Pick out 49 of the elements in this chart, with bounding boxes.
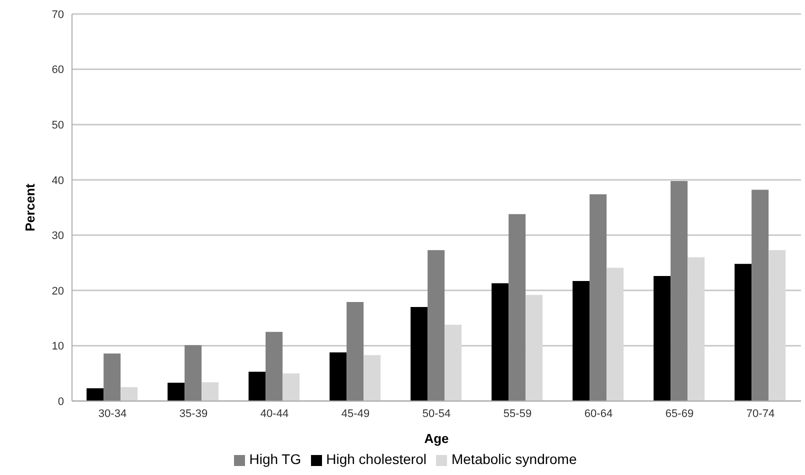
bar bbox=[202, 382, 219, 401]
bar bbox=[168, 382, 185, 401]
x-tick-label: 55-59 bbox=[503, 408, 532, 420]
y-tick-label: 10 bbox=[52, 340, 64, 353]
bar bbox=[120, 387, 138, 401]
bar bbox=[688, 257, 705, 401]
bar bbox=[654, 276, 671, 401]
x-tick-label: 60-64 bbox=[584, 408, 613, 420]
bar bbox=[428, 250, 445, 401]
bar bbox=[768, 250, 786, 401]
y-tick-label: 20 bbox=[52, 285, 64, 298]
bar bbox=[248, 372, 266, 401]
bar bbox=[282, 373, 300, 401]
bar bbox=[572, 281, 590, 401]
x-tick-label: 45-49 bbox=[341, 408, 370, 420]
y-tick-label: 30 bbox=[52, 230, 64, 242]
x-tick-label: 65-69 bbox=[665, 408, 694, 420]
bar bbox=[590, 194, 607, 401]
y-tick-label: 0 bbox=[58, 396, 64, 408]
x-axis-title: Age bbox=[424, 431, 449, 446]
bar bbox=[410, 307, 428, 401]
bar bbox=[752, 190, 769, 401]
bar bbox=[266, 332, 283, 401]
y-tick-label: 40 bbox=[52, 174, 64, 187]
bar bbox=[346, 302, 364, 401]
x-tick-label: 35-39 bbox=[179, 408, 208, 420]
x-tick-label: 70-74 bbox=[746, 408, 775, 420]
bar bbox=[606, 268, 624, 401]
bar bbox=[364, 355, 381, 401]
x-tick-label: 40-44 bbox=[260, 408, 289, 420]
y-axis-title: Percent bbox=[22, 182, 38, 232]
bar bbox=[492, 283, 509, 401]
bar bbox=[444, 324, 462, 401]
bar bbox=[86, 388, 104, 401]
legend-label: Metabolic syndrome bbox=[451, 451, 577, 467]
bar bbox=[104, 353, 121, 401]
legend-label: High cholesterol bbox=[326, 451, 426, 467]
legend-label: High TG bbox=[249, 451, 302, 467]
bar bbox=[184, 345, 202, 401]
bar bbox=[330, 352, 347, 401]
bar bbox=[526, 294, 543, 401]
y-tick-label: 70 bbox=[52, 8, 64, 21]
x-tick-label: 30-34 bbox=[98, 408, 127, 420]
y-tick-label: 50 bbox=[52, 119, 64, 132]
bar bbox=[670, 180, 688, 401]
bar bbox=[508, 214, 526, 401]
bar bbox=[734, 264, 752, 401]
y-tick-label: 60 bbox=[52, 64, 64, 76]
x-tick-label: 50-54 bbox=[422, 408, 451, 420]
